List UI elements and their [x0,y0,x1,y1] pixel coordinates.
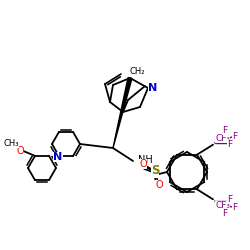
Text: NH: NH [138,155,153,165]
Text: O: O [139,159,147,169]
Text: F: F [228,140,232,149]
Text: O: O [155,180,163,190]
Text: O: O [16,146,24,156]
Text: F: F [228,195,232,204]
Text: N: N [148,83,158,93]
Text: S: S [151,164,159,177]
Text: CH₂: CH₂ [130,68,146,76]
Text: CF₃: CF₃ [215,134,230,143]
Polygon shape [113,78,132,148]
Text: F: F [232,203,237,212]
Text: F: F [222,209,228,218]
Text: CH₃: CH₃ [3,140,19,148]
Text: CF₃: CF₃ [215,201,230,210]
Text: N: N [53,152,62,162]
Text: F: F [232,132,237,141]
Text: F: F [222,126,228,135]
